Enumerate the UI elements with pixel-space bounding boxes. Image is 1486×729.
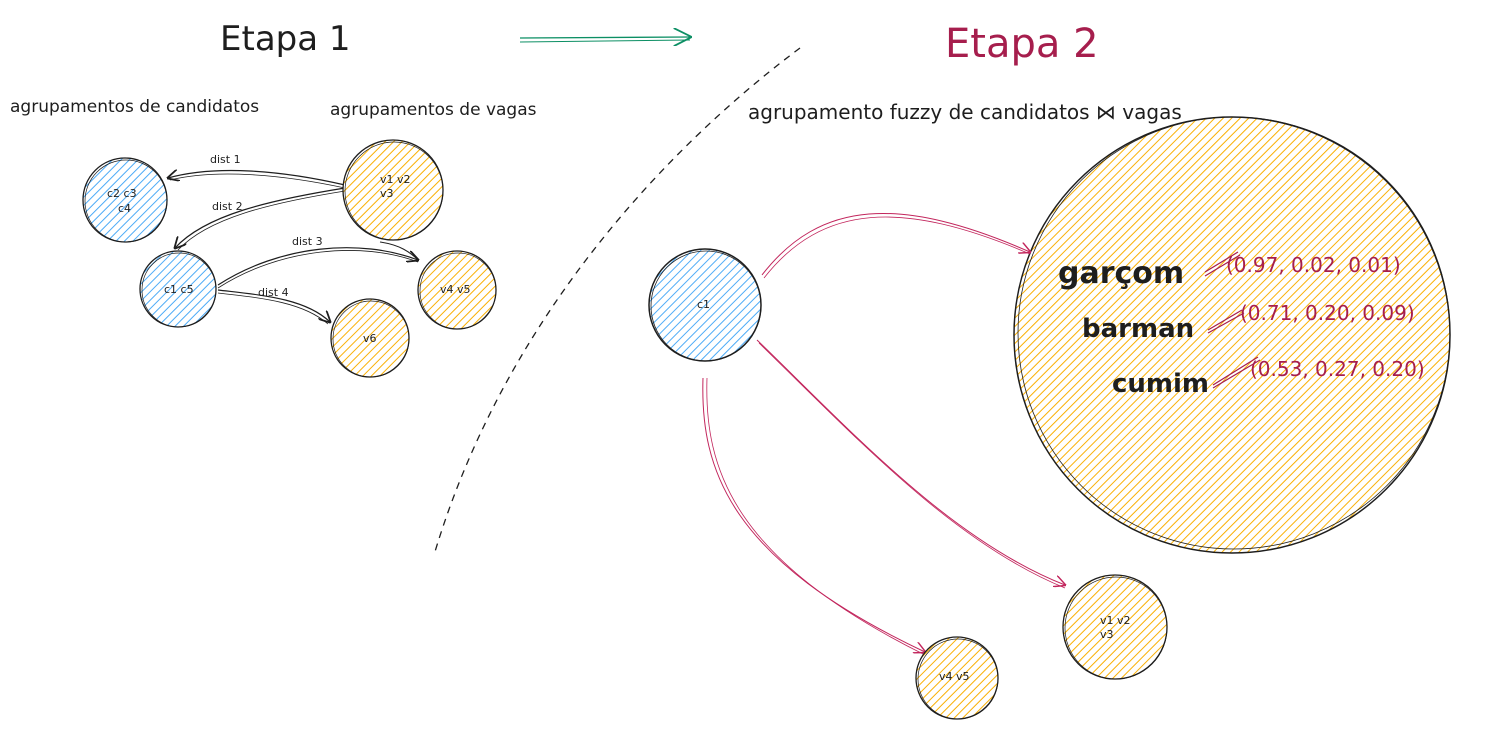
edge-label-dist-1: dist 1	[210, 153, 241, 166]
node-label-v1-v2: v1 v2	[380, 173, 411, 186]
node-label-c2-c3: c2 c3	[107, 187, 137, 200]
node-label-c4: c4	[118, 202, 131, 215]
edge-label-dist-2: dist 2	[212, 200, 243, 213]
score-pointer-cumim	[1212, 356, 1261, 389]
stage-1-title: Etapa 1	[220, 19, 351, 59]
fuzzy-clustering-heading: agrupamento fuzzy de candidatos ⋈ vagas	[748, 100, 1182, 124]
node-label-v4-v5-stage2: v4 v5	[939, 670, 970, 683]
role-scores-garcom: (0.97, 0.02, 0.01)	[1226, 253, 1401, 277]
role-name-barman: barman	[1082, 314, 1194, 344]
node-label-v6: v6	[363, 332, 377, 345]
node-label-c1: c1	[697, 298, 710, 311]
stage-2-title: Etapa 2	[945, 21, 1099, 67]
jobs-clusters-heading: agrupamentos de vagas	[330, 100, 537, 120]
edge-c1-to-v1-v2-v3	[756, 339, 1065, 589]
role-barman: barman (0.71, 0.20, 0.09)	[1082, 301, 1415, 344]
stage-transition-arrow	[519, 37, 690, 42]
role-scores-cumim: (0.53, 0.27, 0.20)	[1250, 357, 1425, 381]
cluster-v1-v2-v3-stage2: v1 v2 v3	[1062, 574, 1168, 680]
role-name-cumim: cumim	[1112, 369, 1209, 399]
node-label-v3-stage2: v3	[1100, 628, 1114, 641]
edge-dist-3: dist 3	[217, 235, 418, 289]
cluster-c2-c3-c4: c2 c3 c4	[82, 157, 168, 243]
role-scores-barman: (0.71, 0.20, 0.09)	[1240, 301, 1415, 325]
score-pointer-garcom	[1204, 251, 1241, 277]
edge-dist-4: dist 4	[217, 286, 330, 325]
cluster-v4-v5: v4 v5	[417, 250, 497, 330]
node-label-v1-v2-stage2: v1 v2	[1100, 614, 1131, 627]
edge-dist-1: dist 1	[168, 153, 346, 189]
edge-label-dist-4: dist 4	[258, 286, 289, 299]
fuzzy-cluster-roles	[1013, 116, 1451, 554]
node-label-v4-v5: v4 v5	[440, 283, 471, 296]
edge-dist-2: dist 2	[175, 187, 346, 250]
edge-c1-to-v4-v5	[702, 377, 925, 656]
candidate-c1: c1	[648, 248, 762, 362]
role-garcom: garçom (0.97, 0.02, 0.01)	[1058, 251, 1401, 291]
role-cumim: cumim (0.53, 0.27, 0.20)	[1112, 356, 1425, 399]
role-name-garcom: garçom	[1058, 256, 1184, 291]
cluster-c1-c5: c1 c5	[139, 250, 217, 328]
cluster-v4-v5-stage2: v4 v5	[915, 636, 999, 720]
stage-separator	[433, 47, 801, 556]
cluster-v6: v6	[330, 298, 410, 378]
node-label-v3: v3	[380, 187, 394, 200]
candidates-clusters-heading: agrupamentos de candidatos	[10, 97, 259, 117]
edge-label-dist-3: dist 3	[292, 235, 323, 248]
node-label-c1-c5: c1 c5	[164, 283, 194, 296]
cluster-v1-v2-v3: v1 v2 v3	[342, 139, 444, 241]
score-pointer-barman	[1207, 309, 1245, 334]
edge-c1-to-roles	[761, 212, 1030, 279]
